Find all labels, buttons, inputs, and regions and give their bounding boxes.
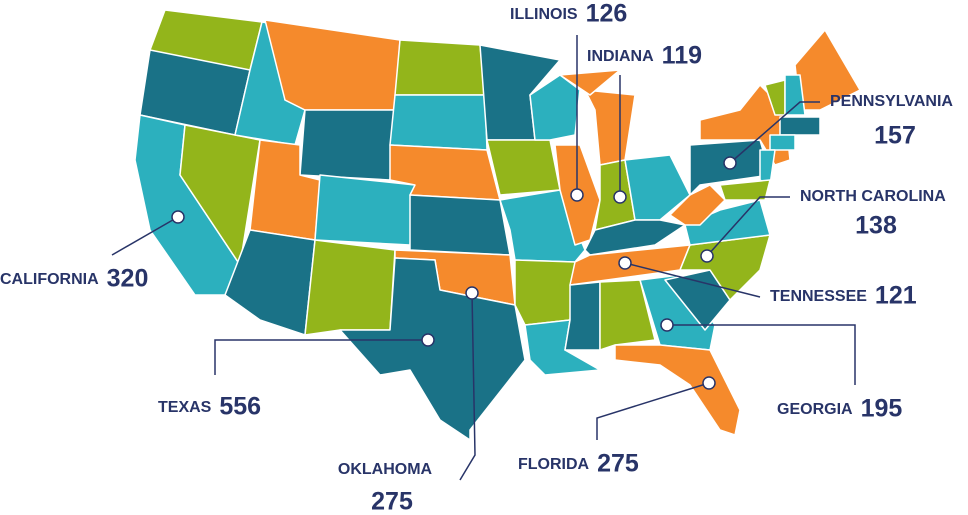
state-value: 138 — [855, 212, 897, 240]
state-name: GEORGIA — [777, 401, 853, 418]
state-value: 320 — [107, 265, 149, 293]
marker-dot — [700, 249, 714, 263]
state-name: CALIFORNIA — [0, 271, 99, 288]
state-value: 195 — [861, 395, 903, 423]
leader-line — [596, 382, 710, 440]
state-value: 275 — [597, 450, 639, 478]
marker-dot — [465, 286, 479, 300]
marker-dot — [618, 256, 632, 270]
marker-dot — [570, 188, 584, 202]
marker-dot — [171, 210, 185, 224]
marker-dot — [723, 156, 737, 170]
leader-line — [667, 324, 856, 385]
state-name: TENNESSEE — [770, 288, 867, 305]
state-name: FLORIDA — [518, 456, 590, 473]
us-states — [134, 9, 861, 441]
leader-line — [706, 196, 790, 257]
marker-dot — [421, 333, 435, 347]
leader-line — [624, 262, 761, 298]
marker-dot — [613, 190, 627, 204]
state-name: INDIANA — [587, 48, 654, 65]
leader-line — [214, 339, 428, 375]
leader-line — [729, 101, 820, 164]
state-value: 275 — [371, 488, 413, 515]
state-value: 119 — [662, 42, 702, 70]
state-name: OKLAHOMA — [338, 461, 433, 478]
state-value: 121 — [875, 282, 917, 310]
state-value: 157 — [874, 122, 916, 150]
marker-dot — [702, 376, 716, 390]
state-name: NORTH CAROLINA — [800, 188, 946, 205]
leader-line — [111, 216, 179, 256]
state-name: ILLINOIS — [510, 6, 578, 23]
state-value: 556 — [219, 393, 261, 421]
leader-line — [459, 292, 476, 481]
state-name: PENNSYLVANIA — [830, 93, 953, 110]
state-name: TEXAS — [158, 399, 212, 416]
marker-dot — [660, 318, 674, 332]
state-value: 126 — [586, 0, 628, 28]
